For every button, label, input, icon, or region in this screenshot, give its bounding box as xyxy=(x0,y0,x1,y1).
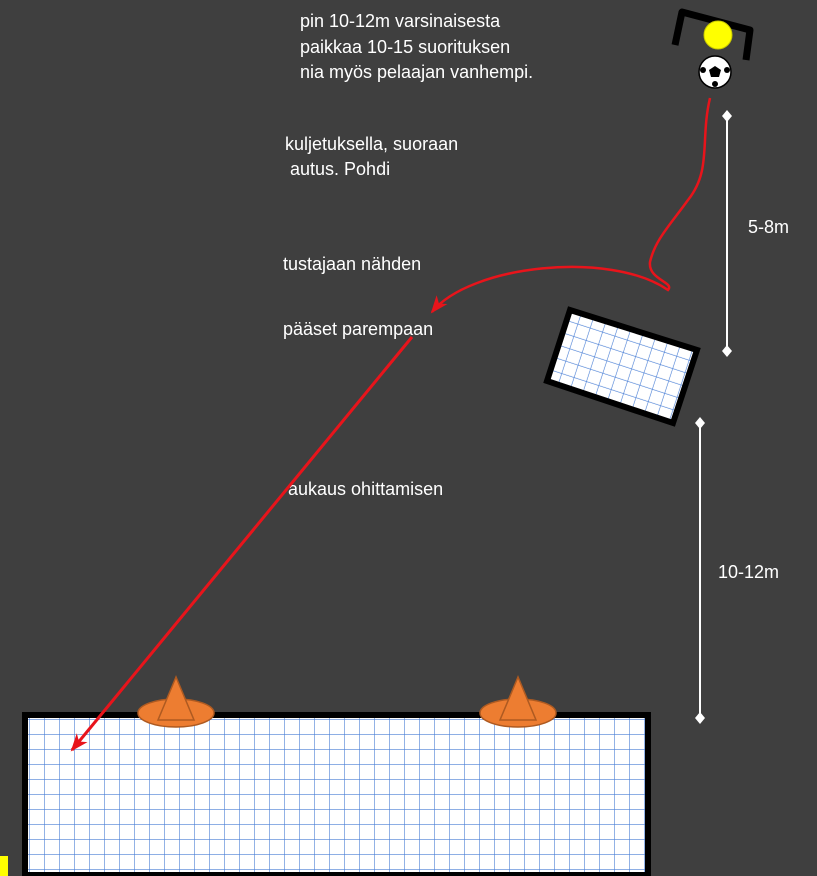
text-line: aukaus ohittamisen xyxy=(288,479,443,499)
cone xyxy=(480,677,556,727)
shot-path xyxy=(72,337,412,750)
text-line: pin 10-12m varsinaisesta xyxy=(300,11,501,31)
text-block: pin 10-12m varsinaisesta paikkaa 10-15 s… xyxy=(283,11,533,499)
player xyxy=(675,12,750,88)
cone xyxy=(138,677,214,727)
dribble-path xyxy=(432,98,710,312)
text-line: autus. Pohdi xyxy=(290,159,390,179)
text-line: kuljetuksella, suoraan xyxy=(285,134,458,154)
distance-label: 5-8m xyxy=(748,217,789,237)
drill-diagram: pin 10-12m varsinaisesta paikkaa 10-15 s… xyxy=(0,0,817,876)
page: pin 10-12m varsinaisesta paikkaa 10-15 s… xyxy=(0,0,817,876)
marker xyxy=(0,856,8,876)
distance-marker xyxy=(695,417,705,724)
distance-label: 10-12m xyxy=(718,562,779,582)
distance-marker xyxy=(722,110,732,357)
text-line: paikkaa 10-15 suorituksen xyxy=(300,37,510,57)
goal xyxy=(25,715,648,875)
small-goal xyxy=(547,310,697,423)
text-line: nia myös pelaajan vanhempi. xyxy=(300,62,533,82)
text-line: tustajaan nähden xyxy=(283,254,421,274)
text-line: pääset parempaan xyxy=(283,319,433,339)
